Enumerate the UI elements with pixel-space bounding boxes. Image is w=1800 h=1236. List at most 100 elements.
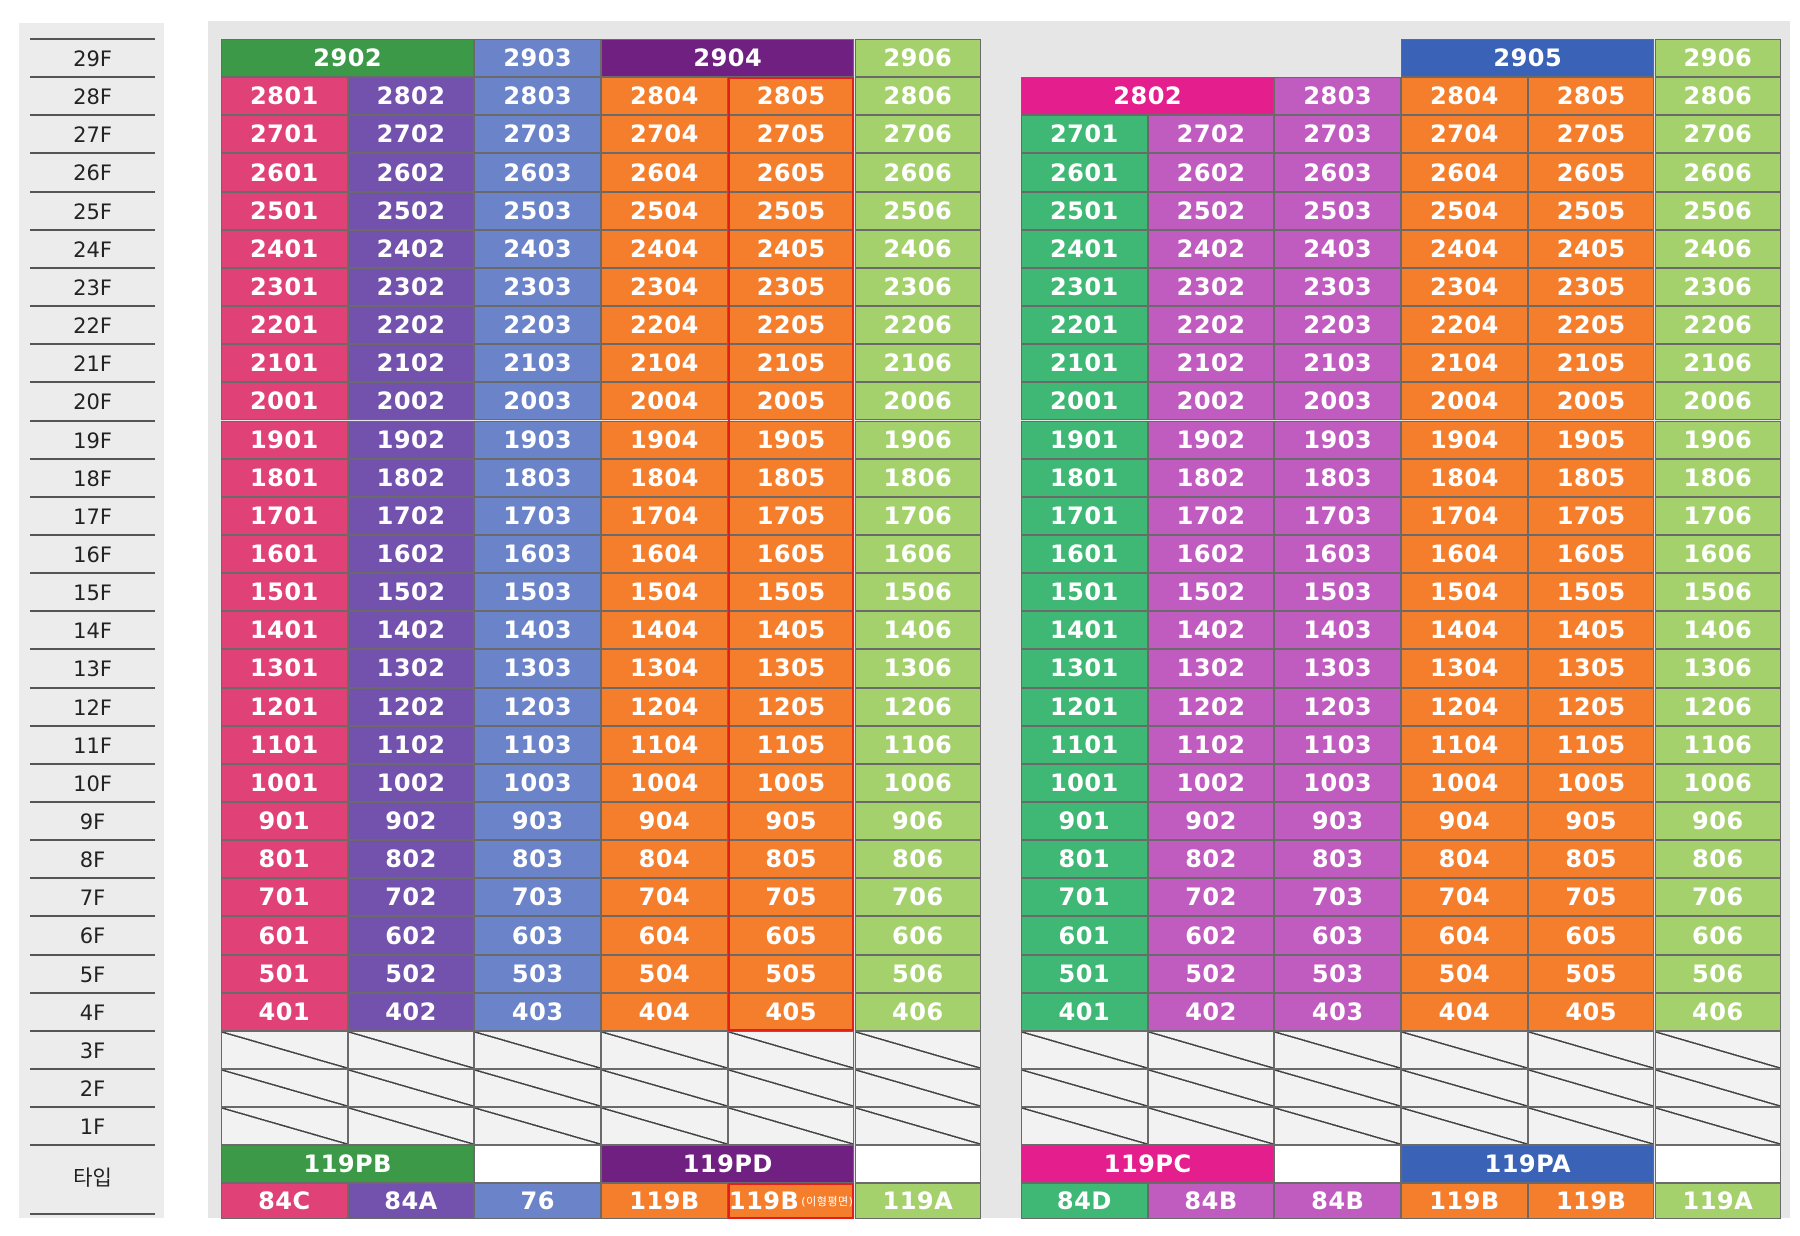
unit-1506-label: 1506 <box>1683 578 1753 607</box>
unit-2103: 2103 <box>1274 344 1402 383</box>
unit-1306: 1306 <box>854 649 982 688</box>
unit-1606-label: 1606 <box>883 540 953 568</box>
unit-2804-label: 2804 <box>630 82 699 111</box>
unit-1504: 1504 <box>601 573 728 612</box>
unit-2001: 2001 <box>221 382 348 421</box>
unit-1103-label: 1103 <box>503 730 573 759</box>
unit-1002: 1002 <box>347 763 475 802</box>
unit-1106-label: 1106 <box>883 730 953 759</box>
unit-2105: 2105 <box>727 344 855 383</box>
unit-604-label: 604 <box>638 921 691 950</box>
unit-type-119B-label: 119B <box>629 1187 700 1215</box>
unit-2806: 2806 <box>1654 77 1782 116</box>
unit-1105: 1105 <box>727 725 855 764</box>
commercial-floor-cell <box>221 1107 348 1146</box>
unit-1804: 1804 <box>601 458 728 497</box>
unit-905: 905 <box>1527 802 1655 841</box>
unit-604: 604 <box>601 916 728 955</box>
unit-905-label: 905 <box>765 807 817 836</box>
unit-502-label: 502 <box>385 959 437 988</box>
unit-2702-label: 2702 <box>1176 120 1246 149</box>
unit-2203-label: 2203 <box>503 311 573 340</box>
unit-1401-label: 1401 <box>249 616 319 645</box>
unit-2101-label: 2101 <box>1049 349 1119 378</box>
unit-1802: 1802 <box>1147 458 1275 497</box>
commercial-floor-cell <box>727 1107 855 1146</box>
commercial-floor-cell <box>1147 1107 1275 1146</box>
unit-506: 506 <box>1654 954 1782 993</box>
unit-2305-label: 2305 <box>1556 272 1626 301</box>
unit-1803-label: 1803 <box>503 463 573 492</box>
unit-605: 605 <box>727 916 855 955</box>
unit-1702: 1702 <box>347 496 475 535</box>
unit-2205: 2205 <box>727 306 855 345</box>
unit-1905: 1905 <box>1527 420 1655 459</box>
building-header-2906-label: 2906 <box>1683 44 1753 73</box>
unit-2806: 2806 <box>854 77 982 116</box>
unit-2501-label: 2501 <box>249 196 319 225</box>
unit-402-label: 402 <box>1185 997 1237 1026</box>
unit-2604-label: 2604 <box>1430 158 1499 187</box>
unit-1504-label: 1504 <box>630 578 699 607</box>
unit-1501: 1501 <box>221 573 348 612</box>
floor-divider <box>30 152 155 155</box>
unit-1704: 1704 <box>1401 496 1528 535</box>
unit-903: 903 <box>474 802 602 841</box>
unit-2605: 2605 <box>1527 153 1655 192</box>
unit-1903: 1903 <box>1274 420 1402 459</box>
unit-1504-label: 1504 <box>1430 578 1499 607</box>
unit-1206-label: 1206 <box>883 692 953 721</box>
floor-divider <box>30 953 155 956</box>
unit-504: 504 <box>1401 954 1528 993</box>
building-header-2906: 2906 <box>854 39 982 78</box>
unit-2304-label: 2304 <box>630 272 699 301</box>
unit-902: 902 <box>1147 802 1275 841</box>
unit-1404: 1404 <box>601 611 728 650</box>
unit-2801: 2801 <box>221 77 348 116</box>
unit-1403: 1403 <box>1274 611 1402 650</box>
unit-1403: 1403 <box>474 611 602 650</box>
unit-2503: 2503 <box>1274 191 1402 230</box>
unit-704: 704 <box>1401 878 1528 917</box>
unit-905-label: 905 <box>1565 807 1617 836</box>
floor-divider <box>30 38 155 40</box>
unit-1601: 1601 <box>221 534 348 574</box>
unit-401: 401 <box>221 992 348 1031</box>
unit-902-label: 902 <box>385 807 437 836</box>
unit-1903-label: 1903 <box>1303 425 1373 454</box>
unit-2002: 2002 <box>347 382 475 421</box>
unit-905: 905 <box>727 802 855 841</box>
unit-1601: 1601 <box>1021 534 1148 574</box>
type-group-header-119PB-label: 119PB <box>303 1150 392 1179</box>
unit-2006-label: 2006 <box>883 387 953 416</box>
unit-2506: 2506 <box>854 191 982 230</box>
unit-1804: 1804 <box>1401 458 1528 497</box>
unit-2803-label: 2803 <box>503 82 573 111</box>
unit-1902: 1902 <box>1147 420 1275 459</box>
unit-2604: 2604 <box>601 153 728 192</box>
unit-1201: 1201 <box>1021 687 1148 726</box>
unit-type-84B-label: 84B <box>1311 1187 1365 1215</box>
floor-label-15f: 15F <box>73 581 112 606</box>
unit-2703-label: 2703 <box>503 120 573 149</box>
unit-2405: 2405 <box>1527 229 1655 268</box>
unit-1404-label: 1404 <box>1430 616 1499 645</box>
unit-1306-label: 1306 <box>883 654 953 683</box>
unit-406: 406 <box>1654 992 1782 1031</box>
unit-2006: 2006 <box>1654 382 1782 421</box>
unit-1203-label: 1203 <box>503 692 573 721</box>
unit-2706: 2706 <box>854 115 982 154</box>
unit-1706: 1706 <box>1654 496 1782 535</box>
floor-label-26f: 26F <box>73 161 112 186</box>
unit-2702: 2702 <box>1147 115 1275 154</box>
unit-1503: 1503 <box>474 573 602 612</box>
floor-label-19f: 19F <box>73 428 112 453</box>
unit-2805-label: 2805 <box>756 82 826 111</box>
unit-1004: 1004 <box>1401 763 1528 802</box>
unit-504-label: 504 <box>1438 959 1491 988</box>
unit-1102: 1102 <box>347 725 475 764</box>
unit-1801: 1801 <box>221 458 348 497</box>
unit-2402-label: 2402 <box>376 234 446 263</box>
unit-601: 601 <box>221 916 348 955</box>
floor-label-7f: 7F <box>79 886 106 911</box>
